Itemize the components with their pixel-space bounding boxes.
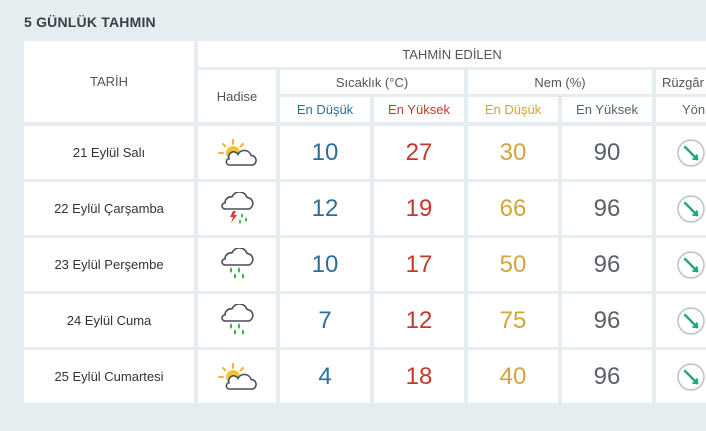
humidity-low-header: En Düşük: [468, 97, 558, 122]
humidity-high-cell: 96: [562, 238, 652, 291]
wind-direction-arrow-icon: [656, 350, 706, 403]
wind-direction-arrow-icon: [656, 238, 706, 291]
wind-group-header: Rüzgâr: [656, 70, 706, 94]
temp-high-cell: 12: [374, 294, 464, 347]
date-cell: 22 Eylül Çarşamba: [24, 182, 194, 235]
event-column-header: Hadise: [198, 70, 276, 122]
forecast-group-header: TAHMİN EDİLEN: [198, 41, 706, 67]
thunderstorm-icon: [198, 182, 276, 235]
page-title: 5 GÜNLÜK TAHMIN: [24, 14, 156, 30]
date-cell: 23 Eylül Perşembe: [24, 238, 194, 291]
temp-low-cell: 4: [280, 350, 370, 403]
temp-low-cell: 10: [280, 126, 370, 179]
humidity-low-cell: 66: [468, 182, 558, 235]
wind-direction-arrow-icon: [656, 182, 706, 235]
humidity-group-header: Nem (%): [468, 70, 652, 94]
temperature-group-header: Sıcaklık (°C): [280, 70, 464, 94]
temp-low-cell: 12: [280, 182, 370, 235]
temp-high-cell: 27: [374, 126, 464, 179]
humidity-high-cell: 96: [562, 294, 652, 347]
temp-high-cell: 18: [374, 350, 464, 403]
humidity-low-cell: 30: [468, 126, 558, 179]
date-cell: 25 Eylül Cumartesi: [24, 350, 194, 403]
temp-high-cell: 19: [374, 182, 464, 235]
humidity-low-cell: 50: [468, 238, 558, 291]
rain-icon: [198, 238, 276, 291]
date-cell: 24 Eylül Cuma: [24, 294, 194, 347]
wind-direction-arrow-icon: [656, 294, 706, 347]
humidity-low-cell: 40: [468, 350, 558, 403]
date-cell: 21 Eylül Salı: [24, 126, 194, 179]
humidity-high-header: En Yüksek: [562, 97, 652, 122]
temp-high-cell: 17: [374, 238, 464, 291]
date-column-header: TARİH: [24, 41, 194, 122]
rain-icon: [198, 294, 276, 347]
humidity-high-cell: 90: [562, 126, 652, 179]
wind-direction-arrow-icon: [656, 126, 706, 179]
humidity-high-cell: 96: [562, 182, 652, 235]
wind-direction-header: Yön: [656, 97, 706, 122]
partly-cloudy-icon: [198, 126, 276, 179]
temp-low-header: En Düşük: [280, 97, 370, 122]
humidity-high-cell: 96: [562, 350, 652, 403]
temp-low-cell: 7: [280, 294, 370, 347]
humidity-low-cell: 75: [468, 294, 558, 347]
forecast-table: TARİH TAHMİN EDİLEN Hadise Sıcaklık (°C)…: [24, 41, 706, 403]
temp-low-cell: 10: [280, 238, 370, 291]
partly-cloudy-icon: [198, 350, 276, 403]
temp-high-header: En Yüksek: [374, 97, 464, 122]
